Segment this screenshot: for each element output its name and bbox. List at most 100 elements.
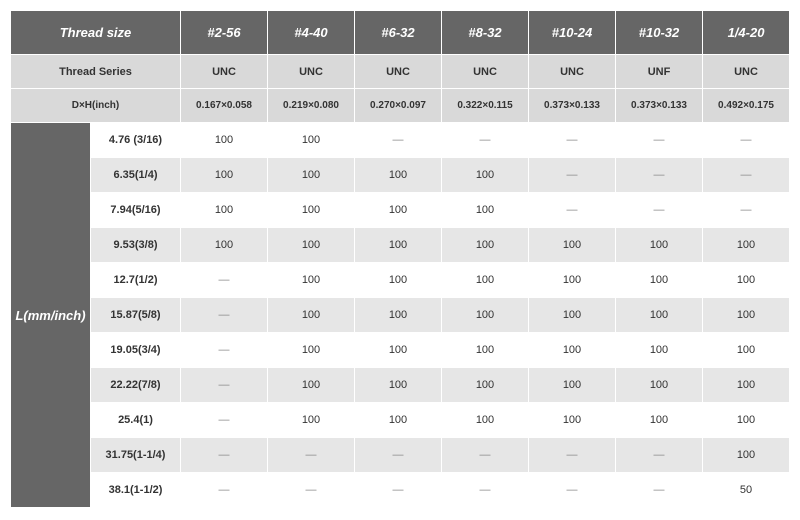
dxh-6: 0.492×0.175 bbox=[703, 89, 790, 123]
length-label: 9.53(3/8) bbox=[91, 228, 181, 263]
table-row: 6.35(1/4)100100100100——— bbox=[11, 158, 790, 193]
qty-cell: 100 bbox=[442, 263, 529, 298]
qty-cell: — bbox=[181, 368, 268, 403]
qty-cell: 100 bbox=[616, 333, 703, 368]
table-row: 7.94(5/16)100100100100——— bbox=[11, 193, 790, 228]
size-col-4: #10-24 bbox=[529, 11, 616, 55]
qty-cell: 100 bbox=[355, 158, 442, 193]
length-side-label: L(mm/inch) bbox=[11, 123, 91, 508]
thread-series-5: UNF bbox=[616, 55, 703, 89]
size-col-6: 1/4-20 bbox=[703, 11, 790, 55]
thread-series-6: UNC bbox=[703, 55, 790, 89]
table-row: L(mm/inch)4.76 (3/16)100100————— bbox=[11, 123, 790, 158]
dxh-1: 0.219×0.080 bbox=[268, 89, 355, 123]
qty-cell: 100 bbox=[268, 298, 355, 333]
qty-cell: 100 bbox=[529, 263, 616, 298]
qty-cell: 100 bbox=[355, 228, 442, 263]
qty-cell: 100 bbox=[529, 333, 616, 368]
qty-cell: — bbox=[181, 298, 268, 333]
qty-cell: 100 bbox=[703, 368, 790, 403]
length-label: 38.1(1-1/2) bbox=[91, 473, 181, 508]
qty-cell: — bbox=[442, 123, 529, 158]
qty-cell: 100 bbox=[442, 368, 529, 403]
qty-cell: — bbox=[616, 473, 703, 508]
length-label: 15.87(5/8) bbox=[91, 298, 181, 333]
table-row: 38.1(1-1/2)——————50 bbox=[11, 473, 790, 508]
qty-cell: 100 bbox=[442, 158, 529, 193]
qty-cell: — bbox=[529, 193, 616, 228]
qty-cell: — bbox=[529, 158, 616, 193]
length-label: 7.94(5/16) bbox=[91, 193, 181, 228]
dxh-0: 0.167×0.058 bbox=[181, 89, 268, 123]
qty-cell: 100 bbox=[703, 403, 790, 438]
qty-cell: 100 bbox=[616, 298, 703, 333]
qty-cell: — bbox=[355, 123, 442, 158]
qty-cell: — bbox=[181, 333, 268, 368]
qty-cell: 100 bbox=[268, 368, 355, 403]
dxh-5: 0.373×0.133 bbox=[616, 89, 703, 123]
qty-cell: 100 bbox=[355, 333, 442, 368]
dxh-3: 0.322×0.115 bbox=[442, 89, 529, 123]
length-label: 31.75(1-1/4) bbox=[91, 438, 181, 473]
length-label: 22.22(7/8) bbox=[91, 368, 181, 403]
qty-cell: 100 bbox=[442, 228, 529, 263]
qty-cell: 100 bbox=[442, 193, 529, 228]
qty-cell: 100 bbox=[442, 403, 529, 438]
table-row: 31.75(1-1/4)——————100 bbox=[11, 438, 790, 473]
table-row: 19.05(3/4)—100100100100100100 bbox=[11, 333, 790, 368]
qty-cell: — bbox=[181, 473, 268, 508]
qty-cell: — bbox=[442, 473, 529, 508]
qty-cell: — bbox=[703, 123, 790, 158]
qty-cell: — bbox=[355, 438, 442, 473]
table-row: 12.7(1/2)—100100100100100100 bbox=[11, 263, 790, 298]
qty-cell: 100 bbox=[529, 403, 616, 438]
qty-cell: 100 bbox=[355, 298, 442, 333]
qty-cell: — bbox=[268, 438, 355, 473]
qty-cell: 100 bbox=[268, 263, 355, 298]
dxh-label: D×H(inch) bbox=[11, 89, 181, 123]
thread-series-2: UNC bbox=[355, 55, 442, 89]
size-col-1: #4-40 bbox=[268, 11, 355, 55]
table-row: 15.87(5/8)—100100100100100100 bbox=[11, 298, 790, 333]
qty-cell: — bbox=[442, 438, 529, 473]
header-row: Thread size #2-56 #4-40 #6-32 #8-32 #10-… bbox=[11, 11, 790, 55]
qty-cell: 100 bbox=[181, 123, 268, 158]
qty-cell: 100 bbox=[181, 158, 268, 193]
qty-cell: 100 bbox=[268, 228, 355, 263]
qty-cell: 100 bbox=[703, 438, 790, 473]
qty-cell: — bbox=[355, 473, 442, 508]
qty-cell: 100 bbox=[355, 193, 442, 228]
qty-cell: 100 bbox=[268, 158, 355, 193]
qty-cell: 100 bbox=[268, 403, 355, 438]
thread-series-row: Thread Series UNC UNC UNC UNC UNC UNF UN… bbox=[11, 55, 790, 89]
qty-cell: — bbox=[181, 438, 268, 473]
qty-cell: — bbox=[616, 123, 703, 158]
qty-cell: 100 bbox=[529, 298, 616, 333]
table-row: 25.4(1)—100100100100100100 bbox=[11, 403, 790, 438]
qty-cell: — bbox=[181, 263, 268, 298]
thread-series-4: UNC bbox=[529, 55, 616, 89]
qty-cell: 100 bbox=[703, 263, 790, 298]
size-col-2: #6-32 bbox=[355, 11, 442, 55]
qty-cell: 100 bbox=[616, 228, 703, 263]
qty-cell: 100 bbox=[442, 298, 529, 333]
qty-cell: — bbox=[529, 473, 616, 508]
qty-cell: — bbox=[703, 158, 790, 193]
qty-cell: — bbox=[268, 473, 355, 508]
size-col-3: #8-32 bbox=[442, 11, 529, 55]
qty-cell: — bbox=[616, 193, 703, 228]
qty-cell: — bbox=[529, 438, 616, 473]
thread-series-0: UNC bbox=[181, 55, 268, 89]
qty-cell: 100 bbox=[616, 263, 703, 298]
qty-cell: 100 bbox=[616, 403, 703, 438]
qty-cell: 100 bbox=[703, 298, 790, 333]
qty-cell: — bbox=[616, 438, 703, 473]
qty-cell: 100 bbox=[529, 228, 616, 263]
thread-series-3: UNC bbox=[442, 55, 529, 89]
qty-cell: — bbox=[616, 158, 703, 193]
qty-cell: 100 bbox=[355, 403, 442, 438]
qty-cell: 100 bbox=[442, 333, 529, 368]
qty-cell: 100 bbox=[703, 333, 790, 368]
length-label: 25.4(1) bbox=[91, 403, 181, 438]
dxh-row: D×H(inch) 0.167×0.058 0.219×0.080 0.270×… bbox=[11, 89, 790, 123]
